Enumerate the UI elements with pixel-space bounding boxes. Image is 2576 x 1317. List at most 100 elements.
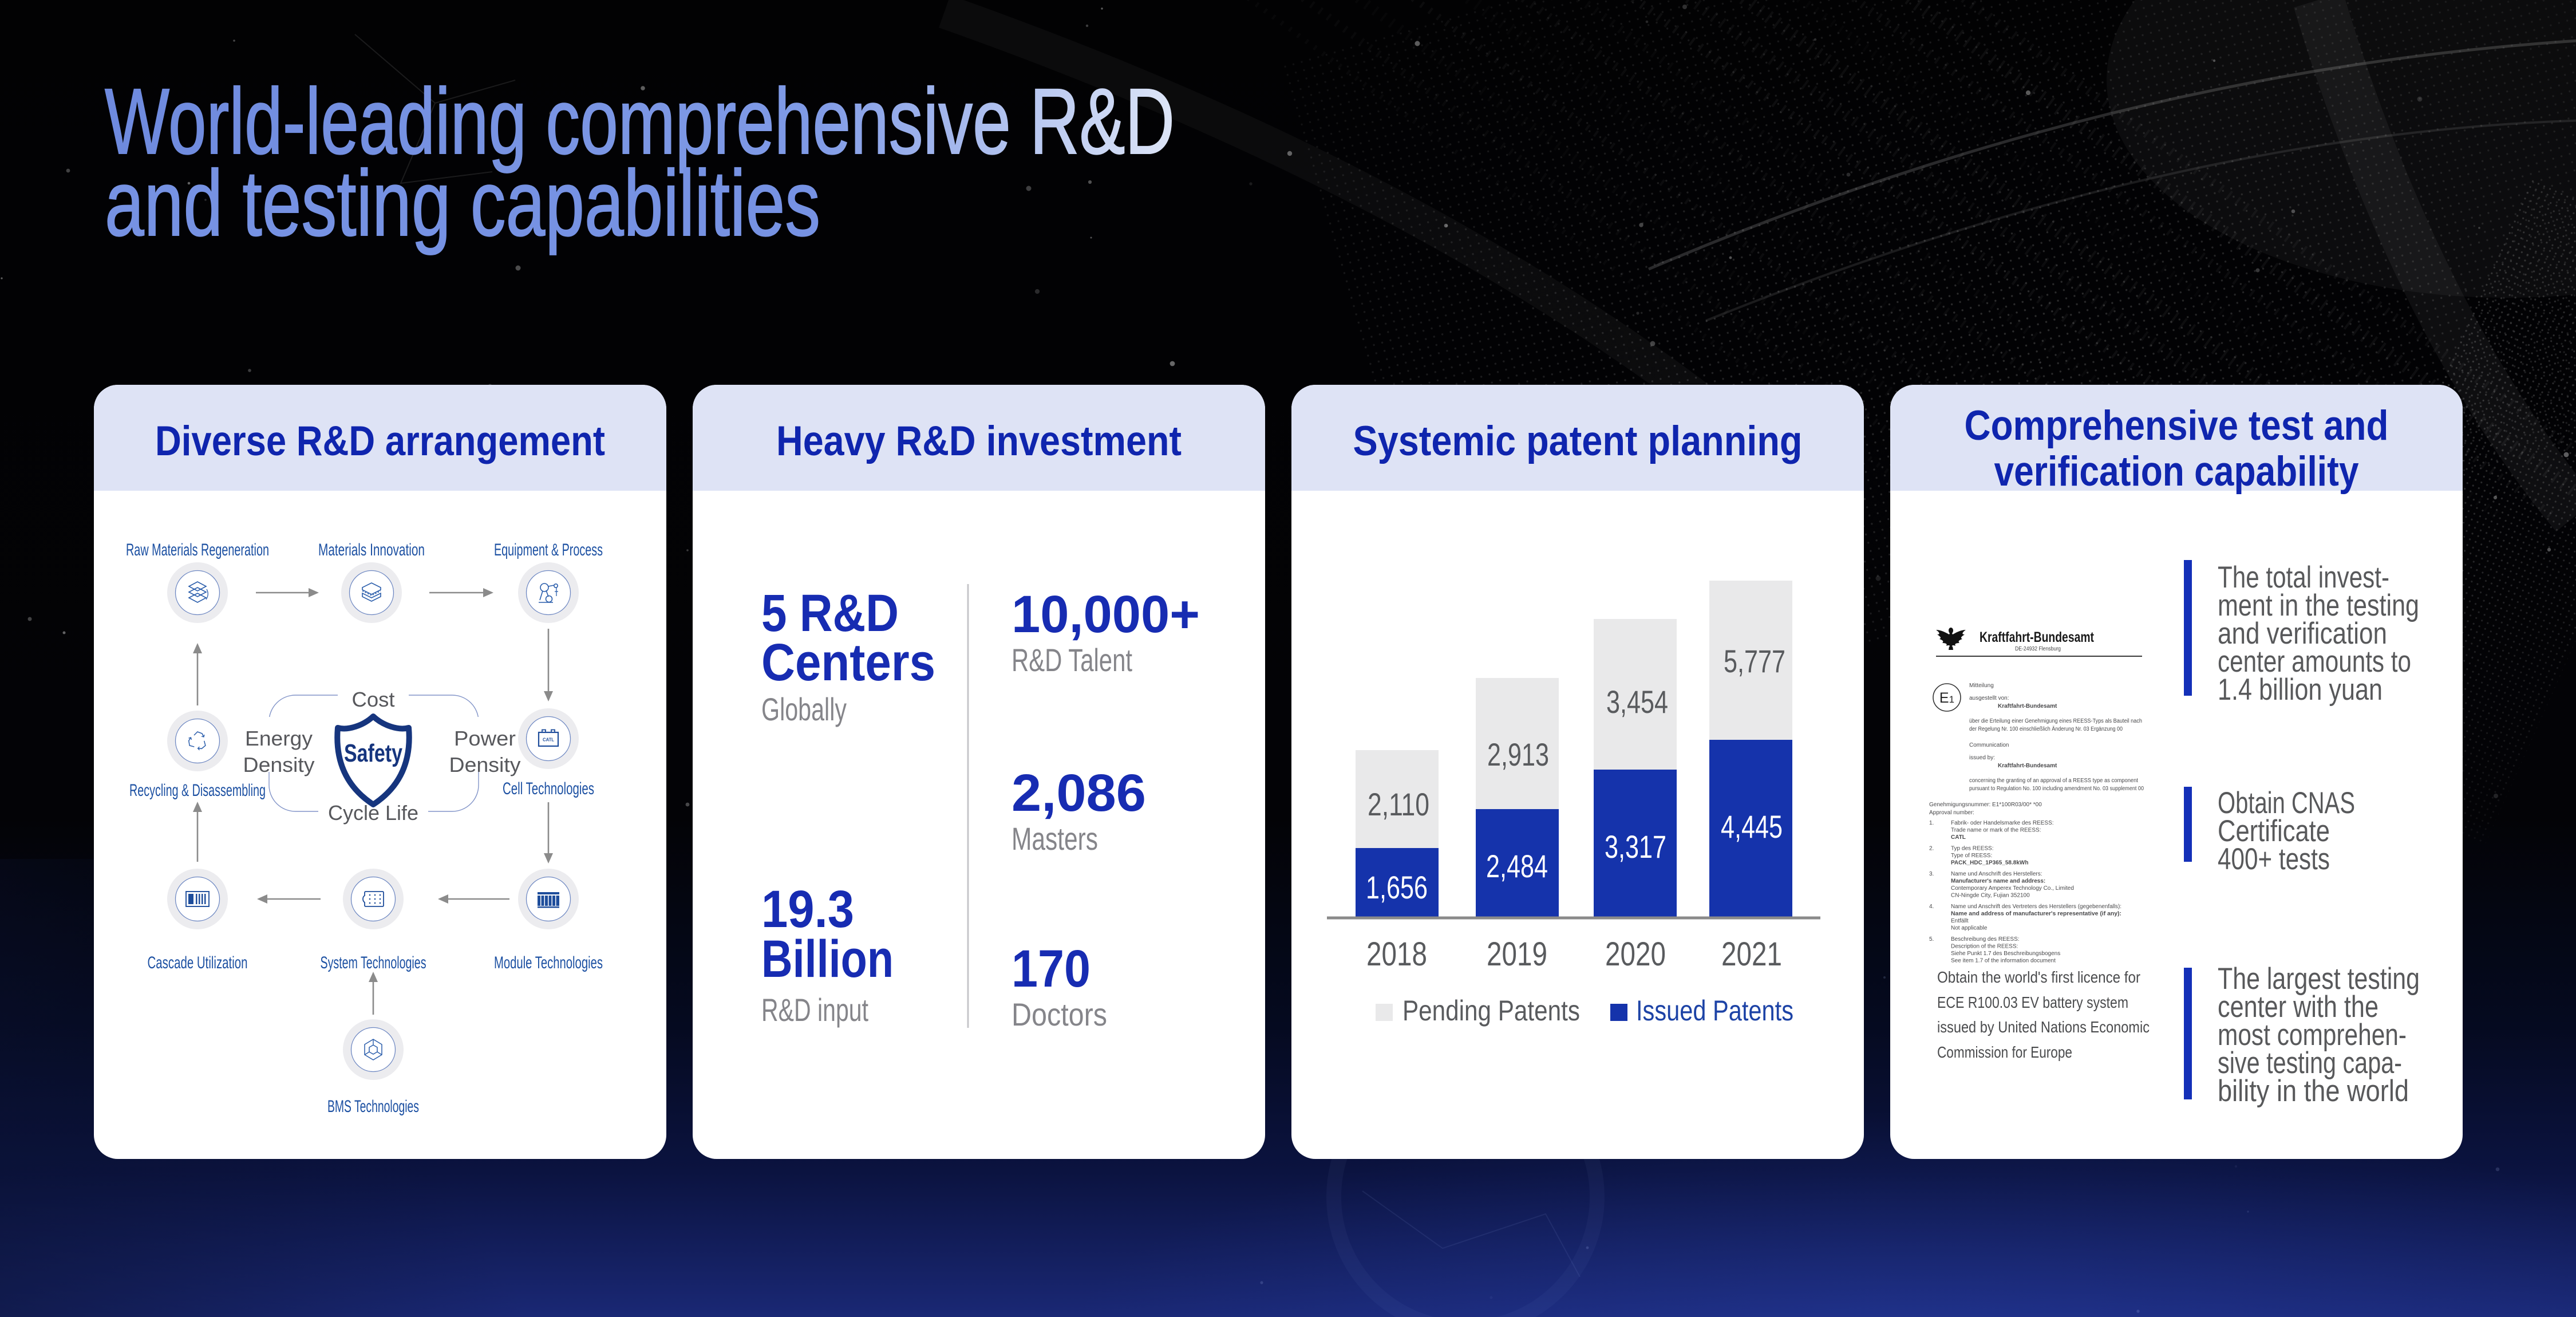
svg-text:Name und Anschrift des Vertret: Name und Anschrift des Vertreters des He… [1951, 904, 2121, 910]
svg-text:R&D input: R&D input [761, 992, 868, 1028]
svg-text:Issued Patents: Issued Patents [1636, 995, 1793, 1027]
svg-text:Diverse R&D arrangement: Diverse R&D arrangement [155, 418, 605, 464]
svg-text:bility in the world: bility in the world [2218, 1074, 2409, 1108]
svg-text:The total invest-: The total invest- [2218, 561, 2389, 594]
svg-text:Equipment & Process: Equipment & Process [494, 541, 603, 559]
svg-text:4,445: 4,445 [1721, 809, 1783, 845]
svg-text:Raw Materials Regeneration: Raw Materials Regeneration [126, 541, 269, 559]
svg-text:ment in the testing: ment in the testing [2218, 589, 2419, 622]
svg-text:pursuant to Regulation No. 100: pursuant to Regulation No. 100 including… [1969, 786, 2144, 792]
svg-text:2,484: 2,484 [1486, 848, 1548, 884]
svg-text:and verification: and verification [2218, 617, 2387, 650]
svg-text:Cell Technologies: Cell Technologies [503, 779, 594, 798]
svg-text:center amounts to: center amounts to [2218, 645, 2411, 679]
svg-text:Fabrik- oder Handelsmarke des: Fabrik- oder Handelsmarke des REESS: [1951, 820, 2054, 826]
svg-text:2018: 2018 [1366, 936, 1427, 973]
svg-text:Communication: Communication [1969, 742, 2009, 748]
svg-text:5,777: 5,777 [1724, 643, 1785, 679]
svg-text:Entfällt: Entfällt [1951, 918, 1969, 924]
svg-text:Doctors: Doctors [1012, 996, 1107, 1032]
svg-text:verification capability: verification capability [1994, 448, 2359, 495]
svg-text:CATL: CATL [1951, 834, 1966, 841]
svg-text:3,454: 3,454 [1606, 684, 1668, 720]
svg-text:Masters: Masters [1012, 821, 1098, 857]
svg-text:System Technologies: System Technologies [321, 953, 426, 972]
svg-text:Cascade Utilization: Cascade Utilization [148, 953, 248, 972]
svg-text:Type of REESS:: Type of REESS: [1951, 853, 1992, 859]
svg-text:2021: 2021 [1721, 936, 1782, 973]
svg-text:1.: 1. [1929, 820, 1934, 826]
svg-text:der Regelung Nr. 100 einschlie: der Regelung Nr. 100 einschließlich Ände… [1969, 725, 2123, 732]
svg-text:2020: 2020 [1605, 936, 1666, 973]
svg-text:ECE R100.03 EV battery system: ECE R100.03 EV battery system [1937, 993, 2128, 1011]
svg-text:Contemporary Amperex Technolog: Contemporary Amperex Technology Co., Lim… [1951, 885, 2074, 892]
svg-text:most comprehen-: most comprehen- [2218, 1018, 2407, 1052]
svg-text:Obtain the world's first licen: Obtain the world's first licence for [1937, 968, 2140, 986]
svg-text:Siehe Punkt 1.7 des Beschreibu: Siehe Punkt 1.7 des Beschreibungsbogens [1951, 951, 2060, 957]
svg-text:2,110: 2,110 [1368, 786, 1429, 822]
svg-text:CN-Ningde City, Fujian 352100: CN-Ningde City, Fujian 352100 [1951, 893, 2030, 899]
svg-text:Pending Patents: Pending Patents [1402, 995, 1580, 1027]
svg-text:3,317: 3,317 [1605, 829, 1666, 865]
svg-text:1,656: 1,656 [1366, 869, 1428, 905]
svg-text:issued by United Nations Econo: issued by United Nations Economic [1937, 1018, 2150, 1036]
svg-text:5.: 5. [1929, 936, 1934, 943]
svg-text:Centers: Centers [761, 633, 935, 692]
svg-text:3.: 3. [1929, 871, 1934, 877]
svg-text:Cost: Cost [352, 688, 395, 711]
svg-text:ausgestellt von:: ausgestellt von: [1969, 695, 2009, 701]
svg-text:E1: E1 [1939, 690, 1954, 706]
svg-text:CATL: CATL [543, 737, 554, 743]
svg-text:The largest testing: The largest testing [2218, 962, 2420, 996]
svg-text:Kraftfahrt-Bundesamt: Kraftfahrt-Bundesamt [1980, 629, 2095, 645]
svg-text:center with the: center with the [2218, 990, 2379, 1024]
svg-text:DE-24932 Flensburg: DE-24932 Flensburg [2015, 646, 2061, 652]
svg-text:Density: Density [243, 753, 315, 776]
svg-text:Kraftfahrt-Bundesamt: Kraftfahrt-Bundesamt [1998, 703, 2057, 709]
svg-text:Name und Anschrift des Herstel: Name und Anschrift des Herstellers: [1951, 871, 2042, 877]
svg-text:Energy: Energy [245, 727, 313, 750]
svg-text:Kraftfahrt-Bundesamt: Kraftfahrt-Bundesamt [1998, 763, 2057, 769]
svg-text:Materials Innovation: Materials Innovation [318, 541, 425, 559]
svg-text:Trade name or mark of the REES: Trade name or mark of the REESS: [1951, 827, 2041, 834]
svg-text:issued by:: issued by: [1969, 755, 1995, 761]
svg-text:2019: 2019 [1487, 936, 1547, 973]
svg-text:Beschreibung des REESS:: Beschreibung des REESS: [1951, 936, 2020, 943]
svg-text:and testing capabilities: and testing capabilities [105, 151, 820, 255]
svg-text:Heavy R&D investment: Heavy R&D investment [776, 418, 1182, 464]
svg-text:concerning the granting of an: concerning the granting of an approval o… [1969, 778, 2138, 784]
svg-text:Recycling & Disassembling: Recycling & Disassembling [129, 781, 266, 800]
svg-text:R&D Talent: R&D Talent [1012, 642, 1132, 678]
svg-text:400+ tests: 400+ tests [2218, 842, 2330, 876]
svg-text:Not applicable: Not applicable [1951, 925, 1988, 932]
svg-text:World-leading comprehensive R&: World-leading comprehensive R&D [105, 69, 1175, 174]
svg-text:5 R&D: 5 R&D [761, 584, 899, 642]
svg-text:Genehmigungsnummer: E1*100R03/: Genehmigungsnummer: E1*100R03/00* *00 [1929, 802, 2042, 808]
svg-text:Systemic patent planning: Systemic patent planning [1353, 418, 1803, 464]
svg-text:19.3: 19.3 [761, 880, 854, 939]
svg-text:PACK_HDC_1P365_58.8kWh: PACK_HDC_1P365_58.8kWh [1951, 860, 2028, 866]
svg-text:170: 170 [1012, 940, 1091, 998]
svg-text:Obtain CNAS: Obtain CNAS [2218, 786, 2355, 820]
svg-text:4.: 4. [1929, 904, 1934, 910]
svg-text:Manufacturer's name and addres: Manufacturer's name and address: [1951, 878, 2045, 885]
svg-text:1.4 billion yuan: 1.4 billion yuan [2218, 673, 2383, 707]
svg-text:Safety: Safety [344, 739, 402, 767]
svg-text:Module Technologies: Module Technologies [494, 953, 603, 972]
svg-text:Approval number:: Approval number: [1929, 810, 1974, 816]
svg-text:Globally: Globally [761, 691, 847, 727]
svg-text:sive testing capa-: sive testing capa- [2218, 1046, 2402, 1080]
svg-text:Density: Density [449, 753, 521, 776]
svg-text:2,086: 2,086 [1012, 764, 1146, 822]
svg-text:BMS Technologies: BMS Technologies [327, 1097, 419, 1116]
svg-text:Certificate: Certificate [2218, 814, 2330, 848]
svg-text:Name and address of manufactur: Name and address of manufacturer's repre… [1951, 911, 2121, 917]
svg-text:Mitteilung: Mitteilung [1969, 683, 1994, 689]
svg-text:2.: 2. [1929, 846, 1934, 852]
svg-text:Commission for Europe: Commission for Europe [1937, 1043, 2072, 1061]
svg-text:10,000+: 10,000+ [1012, 585, 1200, 644]
svg-text:Power: Power [454, 727, 516, 750]
svg-text:Typ des REESS:: Typ des REESS: [1951, 846, 1993, 852]
svg-text:2,913: 2,913 [1487, 736, 1549, 772]
svg-text:über die Erteilung einer Geneh: über die Erteilung einer Genehmigung ein… [1969, 718, 2142, 724]
